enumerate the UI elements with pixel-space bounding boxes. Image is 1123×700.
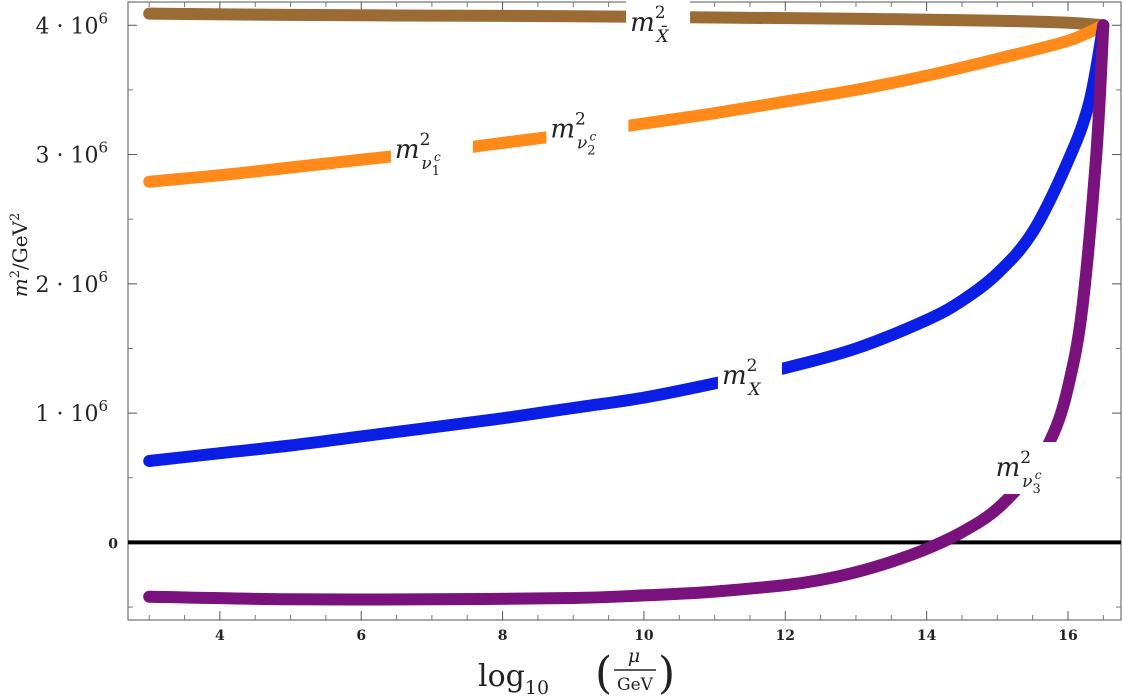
- y-axis-label-unit: /GeV: [8, 220, 32, 270]
- label-nu1: m2 ν1c: [390, 123, 473, 179]
- x-tick-label: 4: [215, 628, 225, 644]
- x-tick-label: 16: [1058, 628, 1077, 644]
- x-axis-label-den: GeV: [617, 675, 654, 695]
- svg-text:m2X: m2 X: [722, 356, 761, 400]
- x-axis-label: log10 ( μ GeV ): [478, 645, 675, 699]
- svg-text:m2X̄: m2 X̄: [630, 3, 669, 47]
- series-line-x: [143, 19, 1110, 467]
- label-nu3: m2 ν3c: [991, 442, 1074, 497]
- x-tick-label: 6: [356, 628, 366, 644]
- label-nu2: m2 ν2c: [546, 103, 629, 158]
- y-tick-label: 2 · 106: [35, 268, 108, 298]
- label-x: m2 X: [717, 350, 782, 403]
- y-axis-label-sup: 2: [8, 270, 23, 278]
- y-axis-label-m: m: [8, 278, 32, 297]
- x-tick-label: 14: [917, 628, 937, 644]
- x-tick-labels: 4 6 8 10 12 14 16: [215, 628, 1078, 644]
- label-xbar: m2 X̄: [626, 0, 691, 49]
- series-line-nu12: [143, 19, 1110, 188]
- y-tick-label: 0: [108, 536, 118, 552]
- series-line-nu3: [143, 19, 1110, 606]
- y-axis-label-sup2: 2: [8, 213, 23, 221]
- x-tick-label: 8: [498, 628, 508, 644]
- plot-frame: [127, 1, 1122, 621]
- x-axis-label-paren-left: (: [595, 648, 612, 699]
- curve-labels: m2 X̄ m2 ν1c m2 ν2c m2 X m2 ν3c: [390, 0, 1074, 497]
- x-tick-label: 10: [634, 628, 654, 644]
- x-axis-label-log: log10: [478, 659, 549, 699]
- x-axis-label-paren-right: ): [658, 648, 675, 699]
- y-tick-label: 4 · 106: [35, 9, 108, 39]
- x-axis-label-num: μ: [628, 645, 640, 667]
- y-axis-label: m2/GeV2: [8, 213, 32, 298]
- x-tick-label: 12: [776, 628, 795, 644]
- series-lines: [143, 7, 1110, 606]
- y-tick-label: 1 · 106: [35, 397, 108, 427]
- y-tick-label: 3 · 106: [35, 139, 108, 169]
- y-tick-labels: 4 · 106 3 · 106 2 · 106 1 · 106 0: [35, 9, 118, 552]
